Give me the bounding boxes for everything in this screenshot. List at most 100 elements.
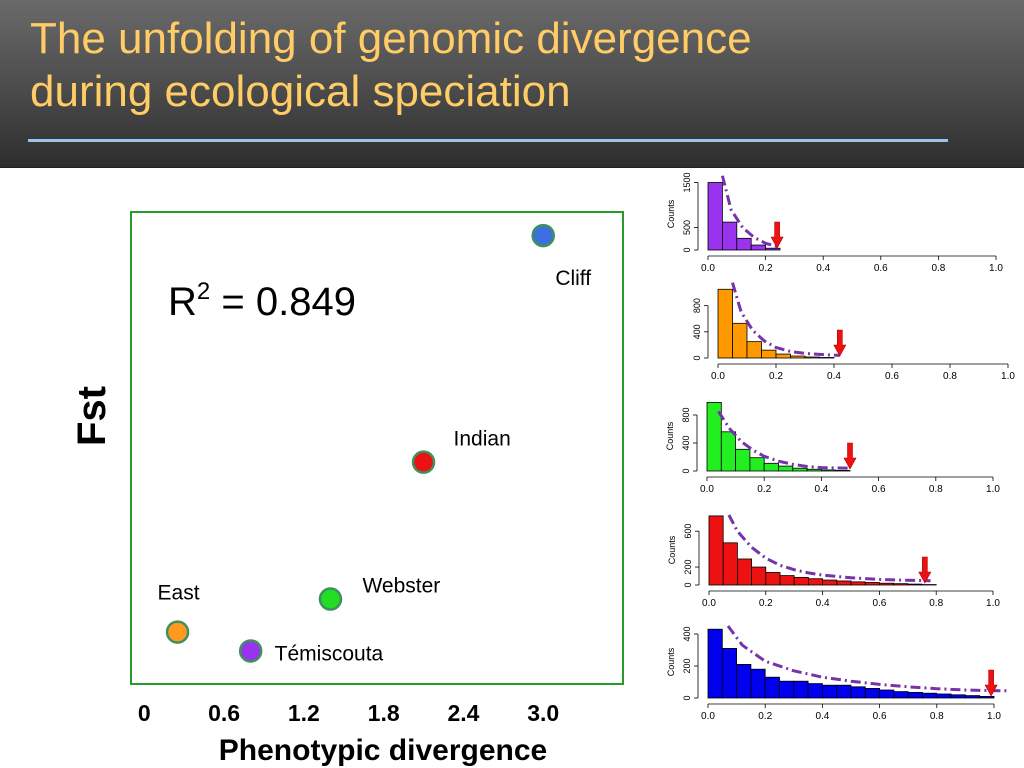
histogram-east: 0 400 800 0.0 0.2 0.4 0.6 0.8 1.0: [692, 282, 1015, 382]
bar: [737, 558, 753, 586]
bar: [792, 467, 808, 472]
point-temiscouta: [238, 639, 263, 663]
bar: [821, 684, 838, 699]
null-distribution-curve: [726, 625, 1009, 693]
bar: [806, 468, 822, 472]
bar: [836, 684, 852, 699]
y-tick-label: 0: [682, 247, 692, 252]
point-label-indian: Indian: [454, 428, 511, 451]
y-tick-label: 400: [692, 324, 702, 339]
bar: [722, 542, 738, 586]
y-tick-label: 800: [692, 298, 702, 313]
y-axis-label: Fst: [70, 386, 114, 446]
bar: [746, 341, 762, 359]
histogram-webster: 0 400 800 Counts 0.0 0.2 0.4 0.6 0.8 1.0: [665, 401, 1000, 495]
histogram-bars: [707, 628, 995, 699]
histogram-bars: [706, 401, 851, 472]
point-label-temiscouta: Témiscouta: [275, 643, 384, 666]
point-label-cliff: Cliff: [555, 267, 591, 290]
histogram-bars: [708, 515, 937, 586]
bar: [836, 580, 852, 586]
point-east: [165, 620, 190, 644]
bar: [964, 695, 981, 699]
bar: [850, 581, 866, 586]
bar: [864, 582, 880, 586]
point-labels: Cliff Indian Webster East Témiscouta: [158, 267, 592, 665]
y-tick-label: 200: [682, 658, 692, 673]
x-tick-1-8: 1.8: [368, 700, 400, 726]
x-tick-label: 0.8: [930, 711, 944, 722]
x-axis-label: Phenotypic divergence: [219, 734, 547, 767]
point-label-east: East: [158, 582, 200, 605]
point-label-webster: Webster: [362, 575, 440, 598]
x-tick-label: 1.0: [987, 711, 1001, 722]
r-label: R: [168, 280, 197, 324]
bar: [850, 686, 866, 699]
bar: [819, 357, 835, 359]
bar: [778, 465, 794, 472]
title-underline: [28, 139, 948, 142]
bar: [864, 688, 881, 699]
histogram-temiscouta: 0 500 1500 Counts 0.0 0.2 0.4 0.6 0.8 1.0: [666, 172, 1003, 274]
x-tick-label: 0.0: [711, 371, 725, 382]
x-tick-label: 0.4: [815, 711, 829, 722]
bar: [736, 237, 752, 251]
bar: [922, 692, 938, 699]
slide-header: The unfolding of genomic divergence duri…: [0, 0, 1024, 168]
x-tick-label: 1.0: [989, 263, 1003, 274]
x-tick-label: 0.6: [885, 371, 899, 382]
bar: [736, 664, 752, 699]
histogram-cliff: 0 200 400 Counts 0.0 0.2 0.4 0.6 0.8 1.0: [666, 625, 1009, 722]
y-tick-label: 200: [683, 560, 693, 575]
y-tick-label: 800: [681, 407, 691, 422]
x-tick-0: 0: [138, 700, 151, 726]
bar: [735, 448, 751, 472]
y-tick-label: 0: [682, 695, 692, 700]
x-tick-labels: 0 0.6 1.2 1.8 2.4 3.0: [138, 700, 559, 726]
x-tick-0-6: 0.6: [208, 700, 240, 726]
x-tick-label: 0.4: [816, 598, 830, 609]
x-tick-label: 1.0: [1001, 371, 1015, 382]
bar: [779, 575, 795, 586]
y-tick-label: 0: [692, 355, 702, 360]
x-tick-label: 0.2: [759, 263, 773, 274]
bar: [907, 692, 923, 699]
bar: [790, 355, 806, 359]
x-tick-label: 1.0: [986, 484, 1000, 495]
bar: [879, 689, 895, 699]
slide-title: The unfolding of genomic divergence duri…: [30, 12, 990, 118]
y-tick-label: 400: [682, 626, 692, 641]
x-tick-label: 0.8: [929, 598, 943, 609]
x-tick-label: 0.2: [769, 371, 783, 382]
x-tick-label: 0.4: [827, 371, 841, 382]
bar: [764, 676, 780, 699]
x-tick-label: 0.8: [943, 371, 957, 382]
threshold-arrow-icon: [918, 556, 932, 584]
bar: [750, 244, 766, 251]
bar: [878, 582, 894, 586]
bar: [807, 683, 823, 699]
bar: [907, 583, 923, 586]
bar: [707, 628, 723, 699]
bar: [717, 288, 733, 359]
histogram-indian: 0 200 600 Counts 0.0 0.2 0.4 0.6 0.8 1.0: [667, 514, 1000, 609]
x-tick-label: 0.0: [701, 263, 715, 274]
x-tick-label: 0.2: [757, 484, 771, 495]
x-tick-label: 0.4: [816, 263, 830, 274]
bar: [950, 694, 966, 699]
threshold-arrow-icon: [843, 442, 857, 470]
x-tick-2-4: 2.4: [447, 700, 479, 726]
histogram-bars: [717, 288, 835, 359]
bar: [707, 182, 723, 251]
x-tick-label: 1.0: [986, 598, 1000, 609]
y-tick-label: 0: [683, 582, 693, 587]
x-tick-label: 0.8: [929, 484, 943, 495]
bar: [807, 578, 823, 586]
bar: [763, 462, 779, 472]
point-cliff: [531, 223, 555, 248]
x-tick-1-2: 1.2: [288, 700, 320, 726]
bar: [835, 470, 851, 472]
bar: [749, 457, 765, 472]
point-webster: [318, 587, 343, 611]
bar: [893, 691, 909, 699]
